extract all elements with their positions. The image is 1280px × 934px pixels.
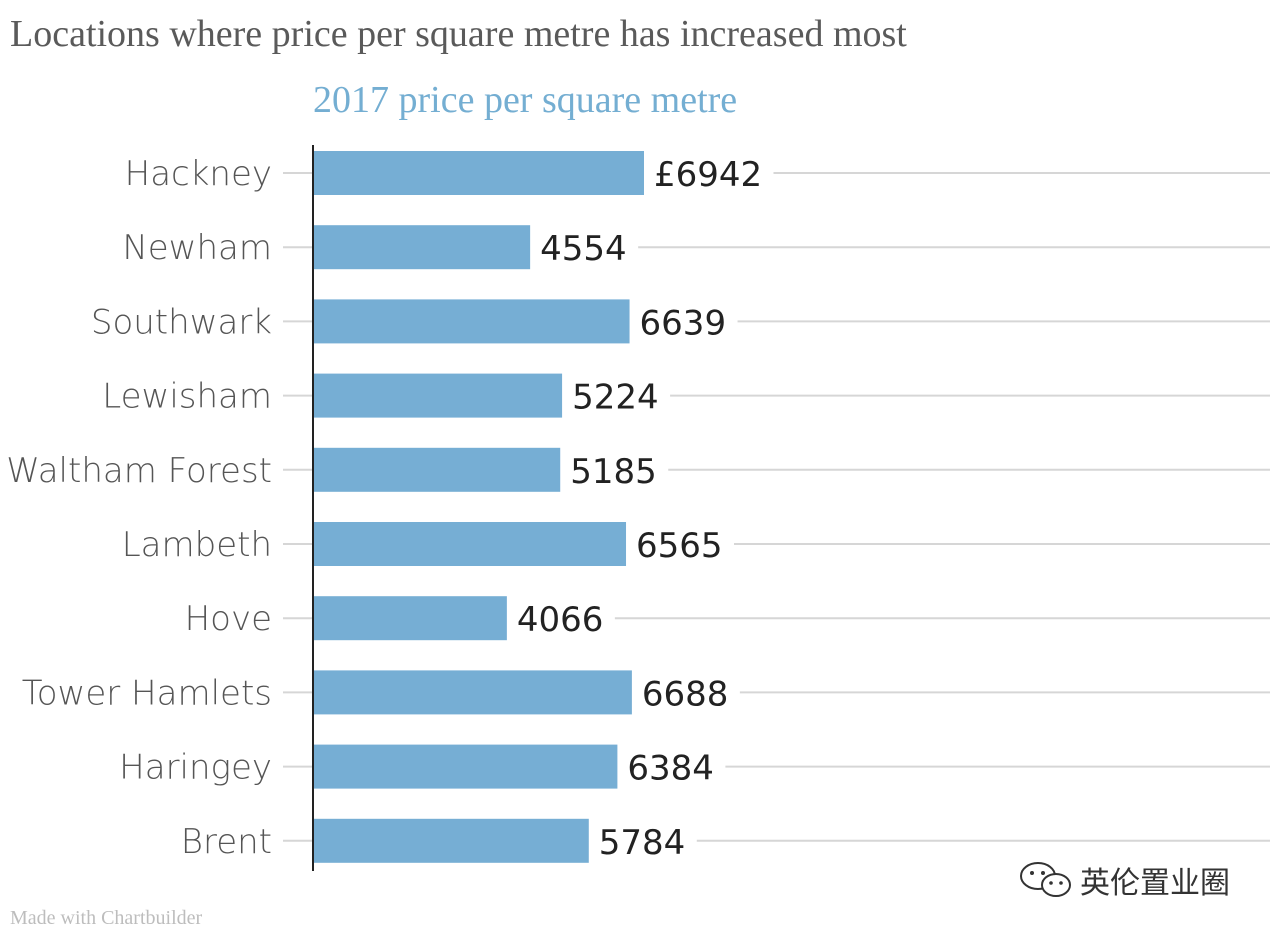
chart-title: Locations where price per square metre h… xyxy=(10,13,907,55)
value-label: 5224 xyxy=(572,378,659,418)
category-label: Lewisham xyxy=(102,377,272,417)
footer-credit: Made with Chartbuilder xyxy=(10,907,203,929)
wechat-icon xyxy=(1020,862,1071,897)
bar-lewisham xyxy=(313,373,563,418)
value-label: 4066 xyxy=(517,600,604,640)
gridlines xyxy=(283,172,1270,842)
category-label: Tower Hamlets xyxy=(22,673,272,713)
bars xyxy=(313,151,644,863)
bar-brent xyxy=(313,818,589,863)
value-label: 6639 xyxy=(640,303,727,343)
value-label: £6942 xyxy=(654,155,762,195)
bar-newham xyxy=(313,225,531,270)
category-label: Waltham Forest xyxy=(6,451,272,491)
value-label: 6688 xyxy=(642,674,729,714)
bar-waltham-forest xyxy=(313,447,561,492)
category-label: Newham xyxy=(122,228,272,268)
watermark: 英伦置业圈 xyxy=(1018,858,1230,902)
bar-hove xyxy=(313,596,507,641)
bar-hackney xyxy=(313,151,644,195)
value-label: 6384 xyxy=(627,749,714,789)
category-label: Hove xyxy=(185,599,272,639)
bar-southwark xyxy=(313,299,630,344)
bar-lambeth xyxy=(313,522,627,566)
category-label: Hackney xyxy=(125,154,272,194)
value-label: 4554 xyxy=(540,229,627,269)
value-label: 5185 xyxy=(570,452,657,492)
category-label: Southwark xyxy=(91,302,272,342)
value-label: 6565 xyxy=(636,526,723,566)
category-label: Brent xyxy=(181,822,272,862)
watermark-text: 英伦置业圈 xyxy=(1080,866,1230,901)
chart-subtitle: 2017 price per square metre xyxy=(313,79,738,121)
category-label: Haringey xyxy=(119,748,272,788)
bar-tower-hamlets xyxy=(313,670,632,715)
labels: Hackney £6942 Newham 4554 Southwark 6639 Lewis… xyxy=(6,154,762,863)
bar-haringey xyxy=(313,744,618,789)
value-label: 5784 xyxy=(599,823,686,863)
category-label: Lambeth xyxy=(122,525,272,565)
